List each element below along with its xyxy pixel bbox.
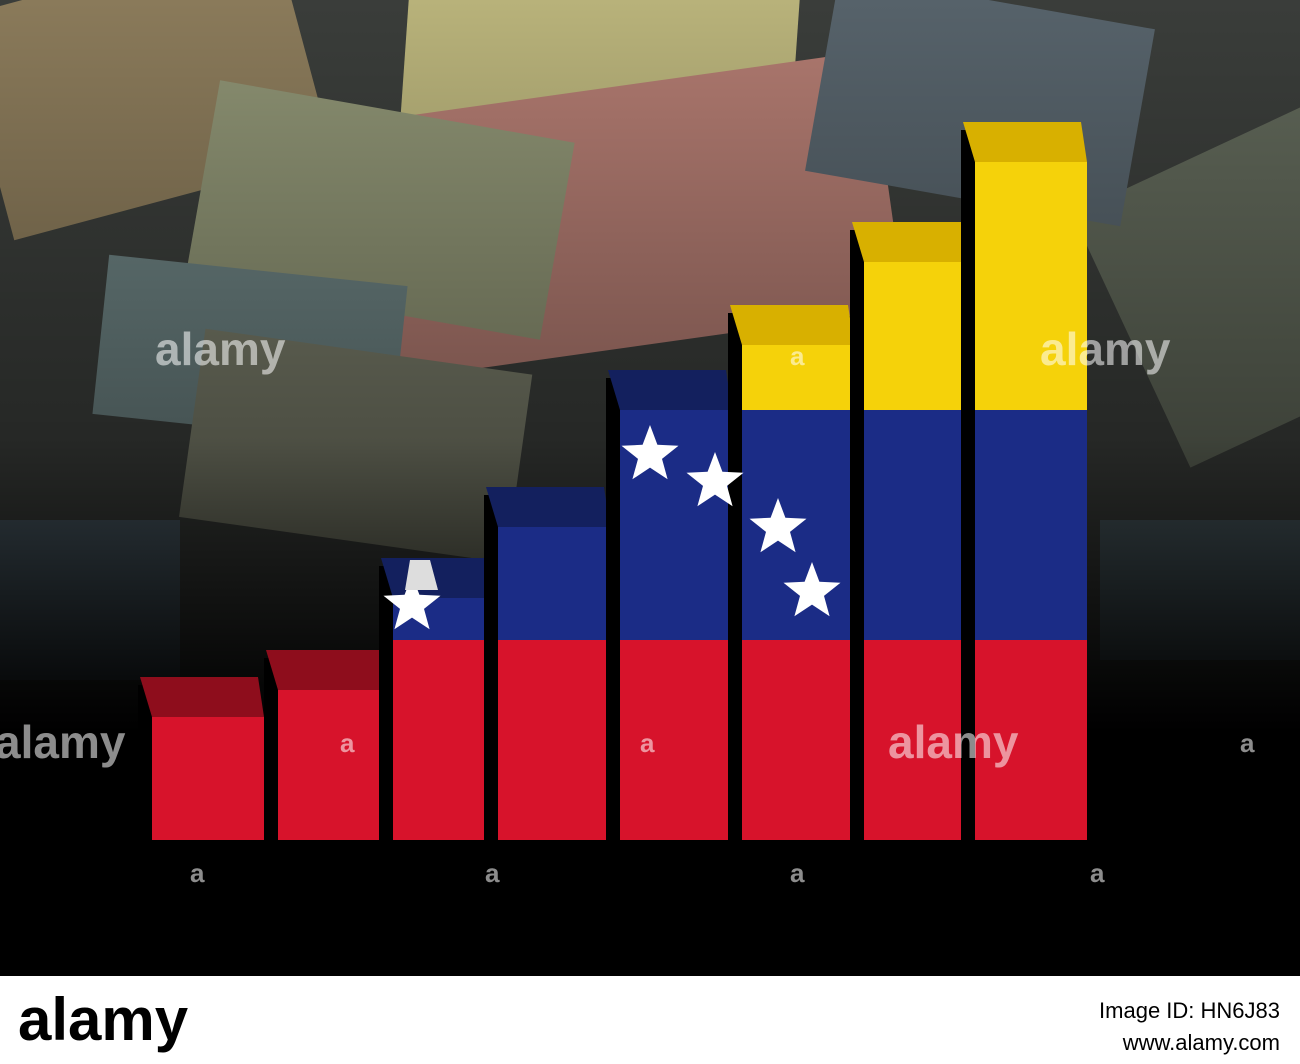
bar-side	[138, 685, 152, 840]
bar-red	[152, 717, 264, 840]
bar-blue	[620, 410, 732, 640]
bar-red	[278, 690, 390, 840]
flag-star	[749, 498, 807, 553]
watermark: a	[790, 341, 805, 371]
flag-star	[783, 562, 841, 617]
watermark: a	[640, 728, 655, 758]
bar-yellow	[975, 162, 1087, 410]
bar-side	[606, 378, 620, 840]
watermark: a	[1090, 858, 1105, 888]
bar-blue	[864, 410, 976, 640]
bar-side	[379, 566, 393, 840]
flag-star	[686, 452, 744, 507]
bar-red	[975, 640, 1087, 840]
watermark: alamy	[1040, 323, 1171, 375]
watermark: a	[485, 858, 500, 888]
footer-logo: alamy	[18, 986, 189, 1053]
bar-yellow	[864, 262, 976, 410]
bar-blue	[975, 410, 1087, 640]
bar-red	[742, 640, 854, 840]
bar-yellow	[742, 345, 854, 410]
watermarks: alamy alamy alamy alamy a a a a a a a a	[0, 323, 1255, 888]
bar-side	[728, 313, 742, 840]
watermark: alamy	[0, 716, 126, 768]
flag-star	[383, 575, 441, 630]
bar-top	[608, 370, 732, 410]
watermark: a	[190, 858, 205, 888]
watermark: a	[340, 728, 355, 758]
bar-side	[961, 130, 975, 840]
bar-side	[484, 495, 498, 840]
watermark: a	[790, 858, 805, 888]
footer-url: www.alamy.com	[1122, 1030, 1280, 1055]
footer-bar	[0, 976, 1300, 1064]
bar-chart-graphic	[138, 122, 1087, 840]
bar-red	[498, 640, 610, 840]
flag-star	[621, 425, 679, 480]
watermark: alamy	[888, 716, 1019, 768]
bar-top	[140, 677, 264, 717]
watermark: a	[1240, 728, 1255, 758]
bar-top	[730, 305, 854, 345]
bar-red	[864, 640, 976, 840]
bar-blue	[498, 527, 610, 640]
bar-red	[620, 640, 732, 840]
image-id: Image ID: HN6J83	[1099, 998, 1280, 1023]
bar-top	[266, 650, 390, 690]
footer: alamy Image ID: HN6J83 www.alamy.com	[0, 976, 1300, 1064]
bar-top	[852, 222, 976, 262]
flag-star	[405, 560, 438, 590]
bar-top	[486, 487, 610, 527]
bar-side	[850, 230, 864, 840]
watermark: alamy	[155, 323, 286, 375]
bar-top	[963, 122, 1087, 162]
bar-side	[264, 658, 278, 840]
